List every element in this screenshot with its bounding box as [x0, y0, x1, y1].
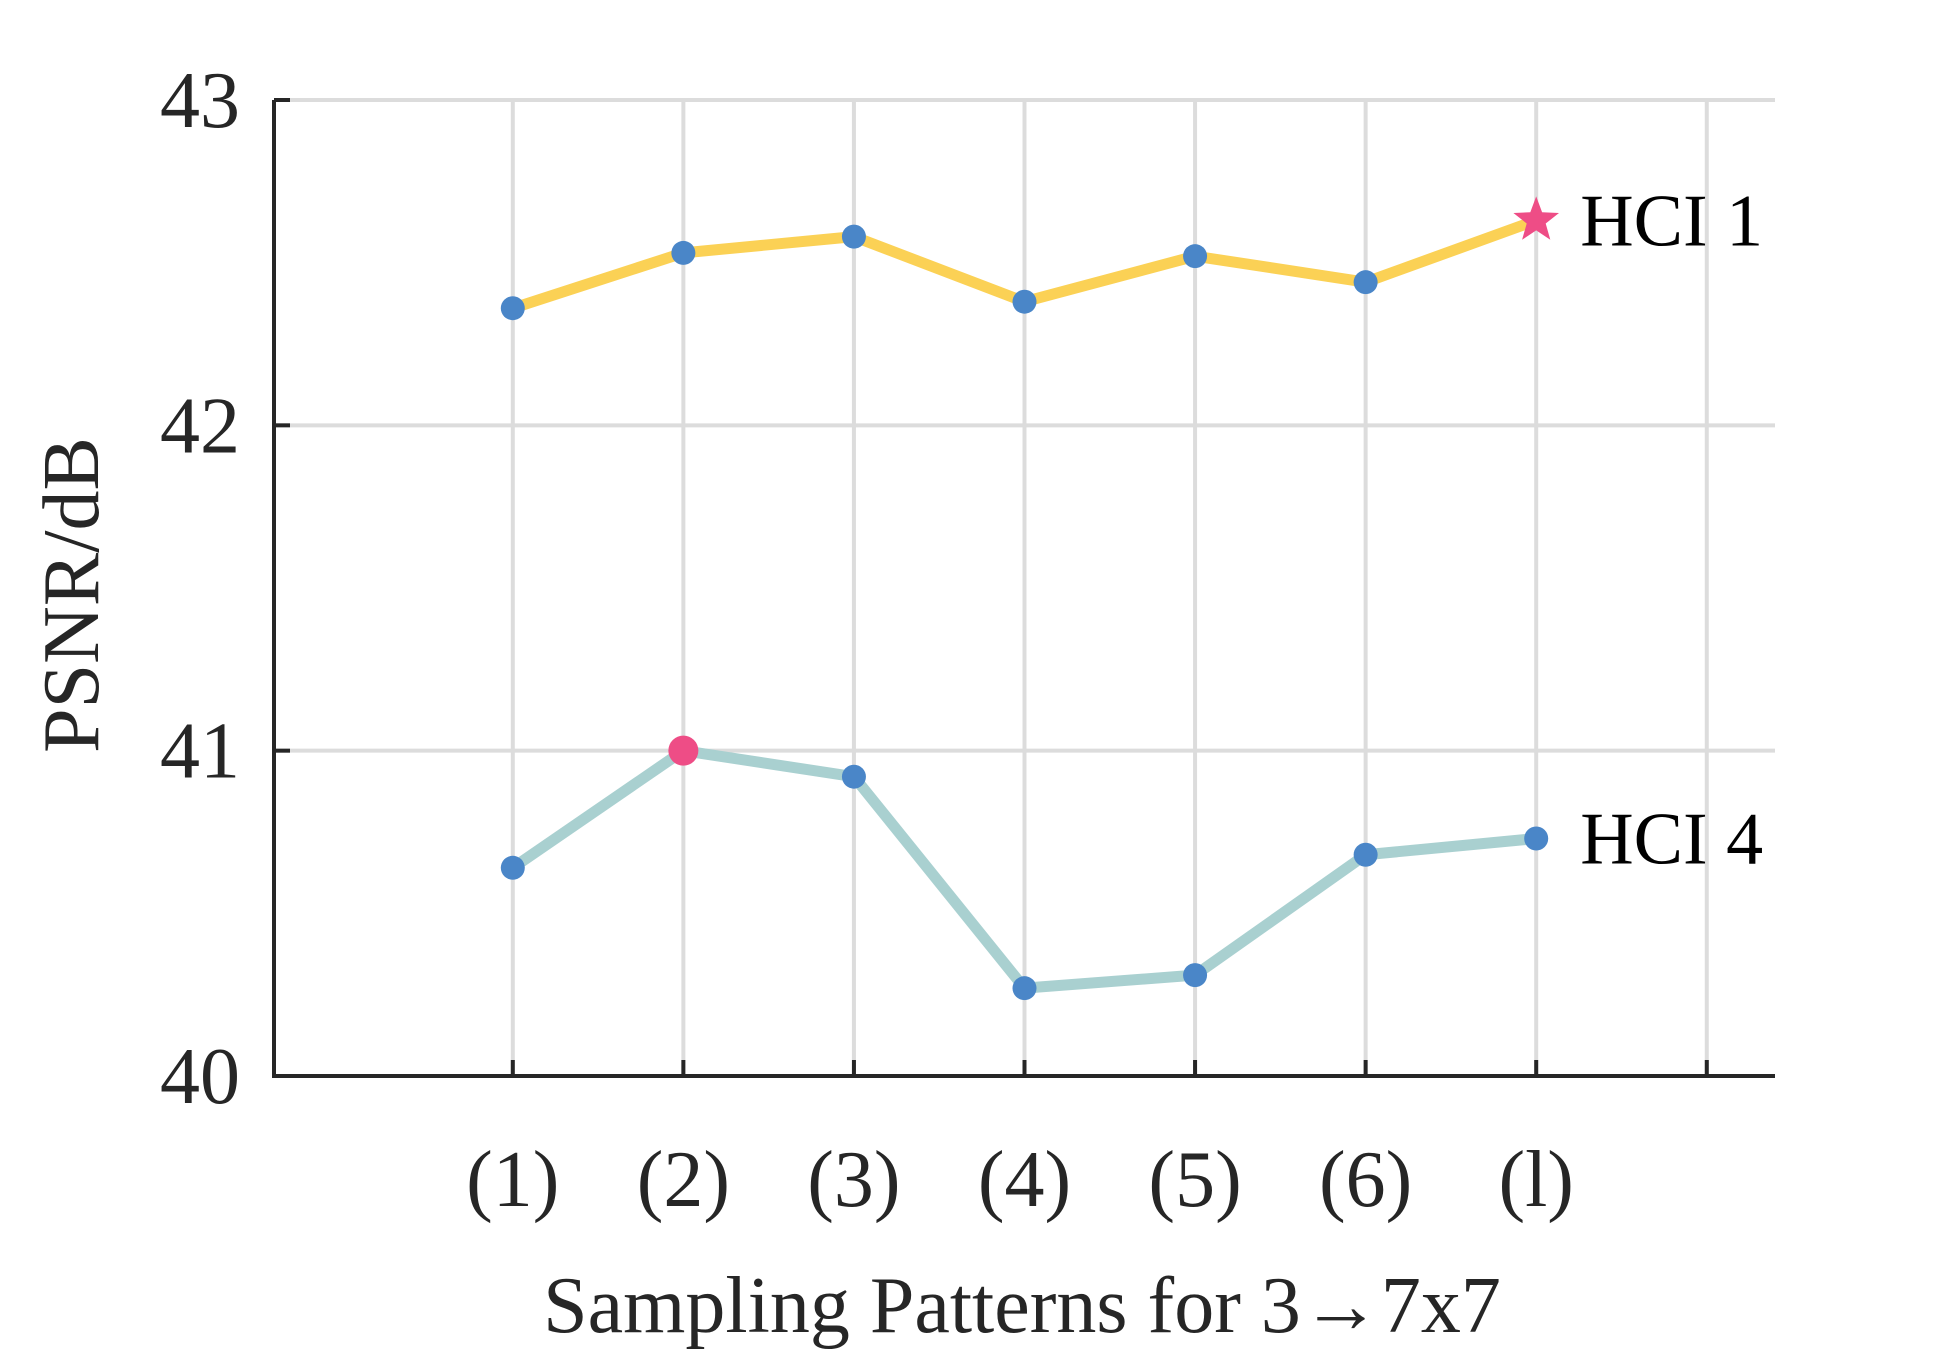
highlight-star-marker	[1513, 196, 1559, 240]
x-tick-label: (1)	[466, 1136, 559, 1224]
data-point	[1012, 289, 1037, 314]
data-point	[1524, 826, 1549, 851]
y-tick-label: 41	[160, 708, 240, 796]
data-point	[1012, 976, 1037, 1001]
series: HCI 1 HCI 4	[500, 180, 1763, 1001]
data-point	[841, 764, 866, 789]
data-point	[841, 224, 866, 249]
data-point	[500, 855, 525, 880]
data-point	[500, 296, 525, 321]
grid	[274, 98, 1775, 1076]
y-axis-title: PSNR/dB	[28, 437, 116, 753]
x-tick-label: (4)	[978, 1136, 1071, 1224]
y-tick-label: 40	[160, 1033, 240, 1121]
series-label: HCI 4	[1580, 799, 1763, 881]
y-tick-label: 42	[160, 382, 240, 470]
x-tick-label: (l)	[1498, 1136, 1574, 1224]
tick-labels: 40 41 42 43 (1) (2) (3) (4) (5) (6) (l)	[160, 57, 1574, 1224]
y-tick-label: 43	[160, 57, 240, 145]
x-tick-label: (3)	[807, 1136, 900, 1224]
x-tick-label: (6)	[1319, 1136, 1412, 1224]
axes	[272, 98, 1775, 1078]
data-point	[1183, 963, 1208, 988]
x-tick-label: (5)	[1148, 1136, 1241, 1224]
data-point	[1353, 270, 1378, 295]
data-point	[671, 240, 696, 265]
highlight-point	[668, 735, 699, 766]
data-point	[1183, 244, 1208, 269]
x-tick-label: (2)	[637, 1136, 730, 1224]
x-axis-title: Sampling Patterns for 3→7x7	[543, 1262, 1501, 1350]
data-point	[1353, 842, 1378, 867]
series-label: HCI 1	[1580, 180, 1763, 262]
